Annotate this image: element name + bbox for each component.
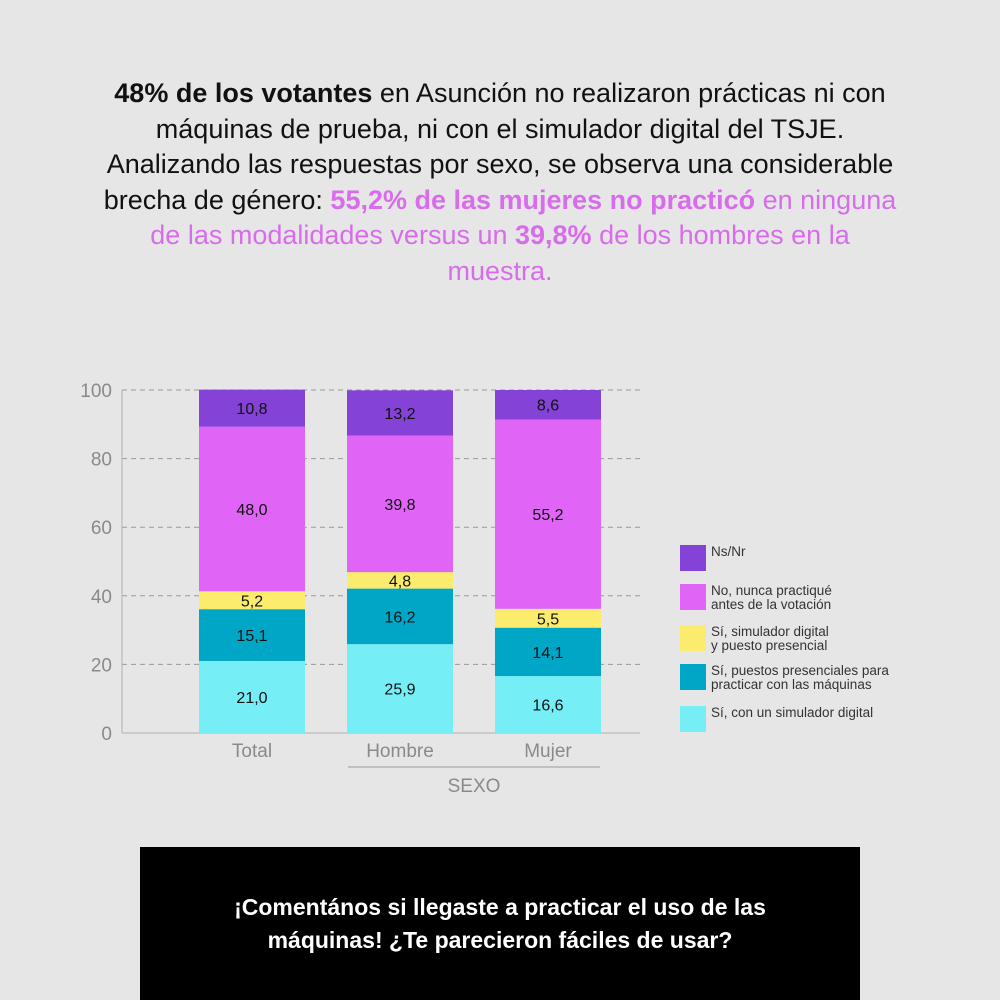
headline-women-stat: 55,2% de las mujeres no practicó <box>330 184 756 215</box>
legend-swatch <box>680 625 706 651</box>
data-label: 5,2 <box>241 593 263 610</box>
bar-segment <box>199 426 305 592</box>
data-label: 14,1 <box>532 645 563 662</box>
legend-label: Sí, puestos presenciales para <box>711 663 889 678</box>
y-tick-label: 0 <box>101 724 112 745</box>
data-label: 15,1 <box>236 628 267 645</box>
data-label: 10,8 <box>236 401 267 418</box>
data-label: 16,2 <box>384 609 415 626</box>
headline-text-1: en Asunción no realizaron prácticas ni c… <box>103 78 894 215</box>
headline-bold-stat: 48% de los votantes <box>114 78 373 108</box>
legend-label: practicar con las máquinas <box>711 677 872 692</box>
data-label: 55,2 <box>532 507 563 524</box>
data-label: 8,6 <box>537 398 559 415</box>
legend-swatch <box>680 664 706 690</box>
bar-segment <box>199 609 305 661</box>
bar-segment <box>347 572 453 589</box>
data-label: 13,2 <box>384 406 415 423</box>
bar-segment <box>199 591 305 610</box>
x-tick-label: Total <box>232 741 272 762</box>
headline-text-3: de los hombres en la muestra. <box>447 220 850 286</box>
y-axis: 0 20 40 60 80 100 <box>80 381 640 745</box>
data-label: 25,9 <box>384 682 415 699</box>
legend-swatch <box>680 584 706 610</box>
call-to-action-banner: ¡Comentános si llegaste a practicar el u… <box>140 847 860 1000</box>
headline-text-2: en ninguna de las modalidades versus un <box>150 184 897 251</box>
legend-label: No, nunca practiqué <box>711 583 832 598</box>
bar-segment <box>347 588 453 645</box>
y-tick-label: 60 <box>91 518 112 539</box>
legend-label: y puesto presencial <box>711 638 827 653</box>
headline: 48% de los votantes en Asunción no reali… <box>100 76 900 289</box>
legend-label: Sí, con un simulador digital <box>711 705 873 720</box>
data-label: 5,5 <box>537 611 559 628</box>
bar-segment <box>495 627 601 677</box>
data-label: 39,8 <box>384 497 415 514</box>
headline-men-stat: 39,8% <box>515 220 592 250</box>
bar-segment <box>495 390 601 420</box>
bar-segment <box>347 435 453 573</box>
data-label: 16,6 <box>532 698 563 715</box>
bar-segment <box>199 389 305 427</box>
y-tick-label: 100 <box>80 381 112 402</box>
bar-segment <box>495 676 601 733</box>
stacked-bar-chart: 0 20 40 60 80 100 21,0 15,1 5,2 48,0 10,8 25,9 16,2… <box>80 381 889 797</box>
x-tick-label: Mujer <box>524 741 572 762</box>
x-axis-labels: Total Hombre Mujer SEXO <box>232 741 600 797</box>
y-tick-label: 80 <box>91 450 112 471</box>
data-label: 48,0 <box>236 502 267 519</box>
data-label: 4,8 <box>389 573 411 590</box>
call-to-action-text: ¡Comentános si llegaste a practicar el u… <box>234 893 766 953</box>
y-tick-label: 40 <box>91 587 112 608</box>
legend-label: Ns/Nr <box>711 544 746 559</box>
y-tick-label: 20 <box>91 655 112 676</box>
bar-segment <box>347 390 453 436</box>
bar-segment <box>495 608 601 628</box>
data-label: 21,0 <box>236 690 267 707</box>
bar-segment <box>199 660 305 733</box>
bar-segment <box>347 644 453 733</box>
legend-swatch <box>680 545 706 571</box>
group-label: SEXO <box>448 776 501 797</box>
legend-swatch <box>680 706 706 732</box>
x-tick-label: Hombre <box>366 741 434 762</box>
bars: 21,0 15,1 5,2 48,0 10,8 25,9 16,2 4,8 39,8 13,2 16… <box>199 389 601 733</box>
legend-label: Sí, simulador digital <box>711 624 829 639</box>
legend-label: antes de la votación <box>711 597 831 612</box>
bar-segment <box>495 419 601 609</box>
